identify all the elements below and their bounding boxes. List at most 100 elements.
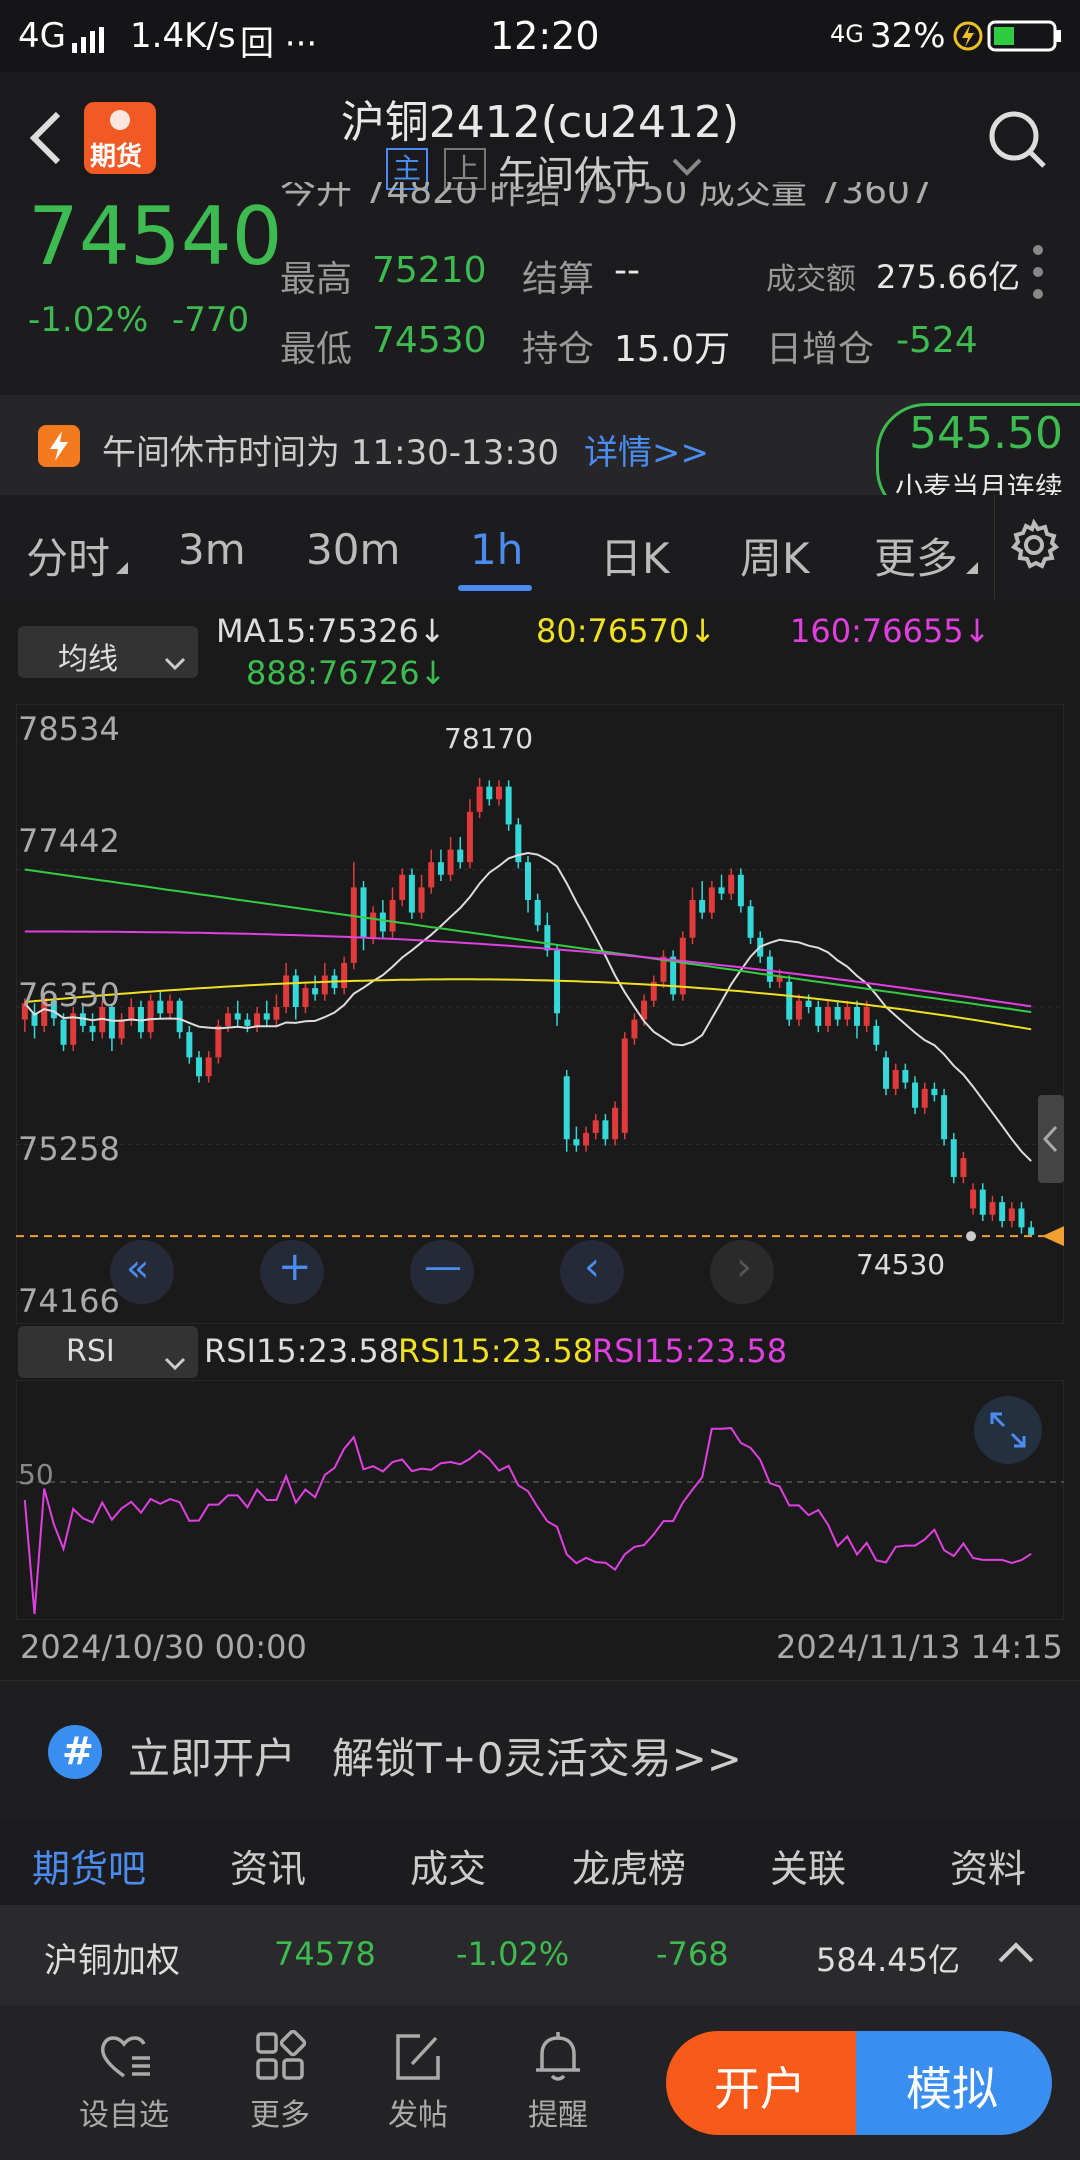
candle-body [834, 1007, 841, 1020]
candle-body [766, 956, 773, 982]
expand-icon [990, 1412, 1026, 1448]
tab-weekly-k[interactable]: 周K [740, 534, 810, 583]
nav-post[interactable]: 发帖 [368, 2030, 468, 2134]
candle-body [50, 1000, 57, 1019]
candle-body [931, 1088, 938, 1096]
candle-body [196, 1057, 203, 1077]
candle-body [950, 1139, 957, 1177]
logo-mark-icon [110, 110, 130, 130]
turnover-value: 275.66亿 [876, 258, 1020, 296]
candle-body [428, 862, 435, 888]
zoom-out-button[interactable]: — [410, 1240, 474, 1304]
tab-more[interactable]: 更多 [874, 534, 959, 583]
exchange-badge: 上 [444, 148, 486, 190]
open-account-button[interactable]: 开户 [666, 2031, 856, 2135]
chart-side-handle[interactable] [1038, 1095, 1064, 1183]
chart-frame [16, 704, 1064, 1324]
candle-body [408, 874, 415, 913]
candle-body [737, 874, 744, 907]
tab-news[interactable]: 资讯 [230, 1847, 307, 1891]
minus-icon: — [424, 1244, 462, 1288]
tab-timeshare[interactable]: 分时 [26, 534, 111, 583]
candle-body [128, 1007, 135, 1020]
daily-oi-label: 日增仓 [766, 329, 875, 370]
tab-daily-k[interactable]: 日K [600, 534, 670, 583]
y-label-4: 75258 [18, 1130, 120, 1168]
candle-body [515, 824, 522, 863]
more-dots-icon[interactable] [1030, 242, 1046, 306]
candle-body [534, 899, 541, 926]
ma888-line [24, 868, 1032, 1013]
scroll-start-button[interactable]: « [110, 1240, 174, 1304]
status-extra: 回 ··· [240, 24, 318, 64]
gear-icon[interactable] [1008, 518, 1060, 575]
ticker-amount: 584.45亿 [816, 1941, 960, 1979]
scroll-right-button[interactable]: › [710, 1240, 774, 1304]
rsi-mid-label: 50 [18, 1458, 54, 1491]
tab-3m[interactable]: 3m [178, 525, 246, 574]
rsi-select[interactable]: RSI [18, 1326, 198, 1378]
open-account-title: 立即开户 [128, 1734, 297, 1783]
nav-more[interactable]: 更多 [230, 2030, 330, 2134]
scroll-left-button[interactable]: ‹ [560, 1240, 624, 1304]
candle-body [960, 1158, 967, 1177]
lightning-icon [38, 425, 80, 471]
search-icon[interactable] [988, 110, 1048, 174]
candle-body [573, 1139, 580, 1146]
tab-futures-forum[interactable]: 期货吧 [32, 1847, 147, 1891]
candle-body [263, 1013, 270, 1020]
candle-body [941, 1095, 948, 1140]
max-price-label: 78170 [444, 722, 534, 755]
candle-body [621, 1038, 628, 1133]
simulate-button[interactable]: 模拟 [856, 2031, 1052, 2135]
open-interest-value: 15.0万 [614, 329, 731, 370]
nav-label: 更多 [250, 2098, 310, 2133]
high-label: 最高 [280, 259, 353, 300]
tab-related[interactable]: 关联 [770, 1847, 847, 1891]
open-account-banner[interactable]: # 立即开户 解锁T+0灵活交易>> [0, 1680, 1080, 1821]
rsi-label-2: RSI15:23.58 [398, 1332, 594, 1370]
tab-1h[interactable]: 1h [470, 525, 524, 574]
candlestick-chart[interactable] [16, 704, 1064, 1324]
candle-body [612, 1107, 619, 1140]
candle-body [554, 950, 561, 1014]
content-tabs: 期货吧 资讯 成交 龙虎榜 关联 资料 [0, 1820, 1080, 1905]
notice-bar: 午间休市时间为 11:30-13:30 详情>> 545.50 小麦当月连续 [0, 395, 1080, 519]
rsi-chart[interactable] [16, 1380, 1064, 1620]
candle-body [979, 1189, 986, 1215]
back-icon[interactable] [28, 110, 64, 170]
change-percent: -1.02% [28, 300, 149, 340]
candle-body [844, 1007, 851, 1020]
notice-detail-link[interactable]: 详情>> [584, 433, 709, 473]
dropdown-corner-icon [966, 559, 978, 578]
candle-body [341, 962, 348, 989]
session-status[interactable]: 午间休市 [498, 153, 651, 197]
tab-profile[interactable]: 资料 [950, 1847, 1027, 1891]
candle-body [670, 956, 677, 995]
tab-divider [994, 495, 995, 599]
chevron-down-icon[interactable] [672, 158, 702, 182]
y-label-2: 77442 [18, 822, 120, 860]
tab-trades[interactable]: 成交 [410, 1847, 487, 1891]
tab-30m[interactable]: 30m [306, 525, 401, 574]
fullscreen-button[interactable] [974, 1396, 1042, 1464]
ticker-percent: -1.02% [456, 1935, 570, 1973]
ticker-bar[interactable]: 沪铜加权 74578 -1.02% -768 584.45亿 [0, 1905, 1080, 2005]
chart-area: 均线 MA15:75326↓ 80:76570↓ 160:76655↓ 888:… [0, 600, 1080, 1680]
chevron-left-icon [1042, 1125, 1058, 1153]
candle-body [466, 811, 473, 863]
candle-body [921, 1088, 928, 1108]
ma-select[interactable]: 均线 [18, 626, 198, 678]
change-value: -770 [172, 300, 250, 340]
nav-add-watchlist[interactable]: 设自选 [74, 2030, 174, 2134]
tab-ranking[interactable]: 龙虎榜 [572, 1847, 687, 1891]
hash-glyph: # [62, 1729, 94, 1773]
nav-alert[interactable]: 提醒 [508, 2030, 608, 2134]
turnover-label: 成交额 [766, 262, 856, 297]
zoom-in-button[interactable]: + [260, 1240, 324, 1304]
candle-body [853, 1007, 860, 1026]
chevron-up-icon[interactable] [998, 1941, 1034, 1967]
candle-body [689, 899, 696, 938]
candle-body [525, 862, 531, 900]
candle-body [292, 975, 299, 1007]
